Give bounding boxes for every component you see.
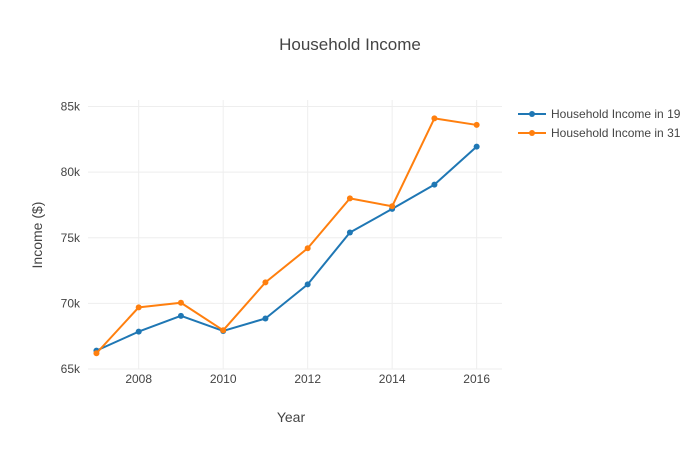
legend-item[interactable]: Household Income in 19 — [518, 107, 681, 121]
data-point[interactable] — [473, 143, 480, 150]
series-2 — [93, 115, 480, 357]
data-point[interactable] — [177, 299, 184, 306]
data-point[interactable] — [135, 304, 142, 311]
y-tick-label: 75k — [61, 231, 81, 245]
data-point[interactable] — [220, 327, 227, 334]
legend-label: Household Income in 31 — [551, 126, 681, 140]
x-tick-label: 2010 — [210, 372, 237, 386]
data-point[interactable] — [473, 121, 480, 128]
data-point[interactable] — [262, 279, 269, 286]
data-point[interactable] — [304, 245, 311, 252]
data-point[interactable] — [135, 328, 142, 335]
y-tick-label: 85k — [61, 100, 81, 114]
y-axis-title: Income ($) — [29, 202, 45, 269]
y-tick-label: 80k — [61, 165, 81, 179]
series-line — [96, 145, 478, 352]
data-point[interactable] — [262, 315, 269, 322]
x-tick-label: 2012 — [294, 372, 321, 386]
grid — [88, 100, 502, 370]
legend-swatch-marker — [529, 111, 535, 117]
legend-swatch-marker — [529, 130, 535, 136]
y-tick-label: 65k — [61, 362, 81, 376]
data-point[interactable] — [177, 312, 184, 319]
data-point[interactable] — [93, 350, 100, 357]
data-point[interactable] — [431, 181, 438, 188]
x-tick-label: 2016 — [463, 372, 490, 386]
x-axis-ticks: 2008 2010 2012 2014 2016 — [125, 372, 490, 386]
y-axis-ticks: 65k 70k 75k 80k 85k — [61, 100, 81, 376]
legend-item[interactable]: Household Income in 31 — [518, 126, 681, 140]
x-axis-title: Year — [277, 409, 306, 425]
data-point[interactable] — [346, 195, 353, 202]
chart-title: Household Income — [279, 35, 421, 54]
y-tick-label: 70k — [61, 296, 81, 310]
data-point[interactable] — [304, 281, 311, 288]
data-point[interactable] — [346, 229, 353, 236]
series-line — [95, 117, 477, 354]
data-point[interactable] — [389, 203, 396, 210]
x-tick-label: 2014 — [379, 372, 406, 386]
series-1 — [93, 143, 480, 354]
data-point[interactable] — [431, 115, 438, 122]
x-tick-label: 2008 — [125, 372, 152, 386]
legend[interactable]: Household Income in 19 Household Income i… — [518, 107, 681, 140]
series-layer — [93, 115, 480, 357]
legend-label: Household Income in 19 — [551, 107, 681, 121]
